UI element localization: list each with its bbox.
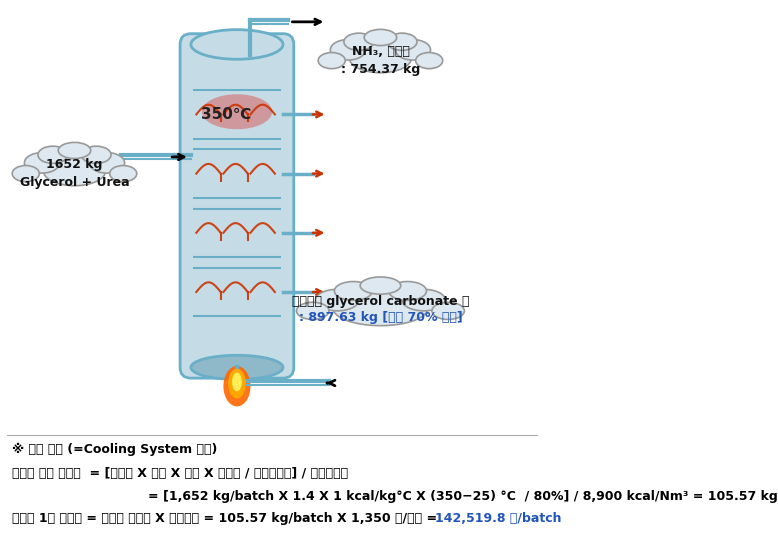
Ellipse shape	[402, 289, 446, 311]
Text: 얻어지는 glycerol carbonate 양: 얻어지는 glycerol carbonate 양	[292, 295, 469, 308]
Ellipse shape	[333, 291, 428, 326]
Ellipse shape	[12, 166, 40, 182]
Ellipse shape	[44, 156, 106, 186]
Ellipse shape	[388, 281, 426, 300]
Text: 350℃: 350℃	[201, 107, 251, 122]
Ellipse shape	[232, 373, 242, 391]
Ellipse shape	[191, 355, 283, 379]
Ellipse shape	[315, 289, 359, 311]
Ellipse shape	[415, 52, 443, 69]
Ellipse shape	[318, 52, 345, 69]
Text: NH₃, 불순물
: 754.37 kg: NH₃, 불순물 : 754.37 kg	[341, 45, 420, 76]
Ellipse shape	[349, 43, 412, 72]
Ellipse shape	[24, 153, 60, 173]
Ellipse shape	[360, 277, 401, 294]
Text: = [1,652 kg/batch X 1.4 X 1 kcal/kg°C X (350−25) °C  / 80%] / 8,900 kcal/Nm³ = 1: = [1,652 kg/batch X 1.4 X 1 kcal/kg°C X …	[148, 490, 778, 503]
Text: 142,519.8 원/batch: 142,519.8 원/batch	[435, 512, 561, 525]
Ellipse shape	[191, 30, 283, 60]
Ellipse shape	[344, 33, 373, 50]
Text: ※ 정제 비용 (=Cooling System 동일): ※ 정제 비용 (=Cooling System 동일)	[12, 443, 218, 456]
Ellipse shape	[387, 33, 417, 50]
Ellipse shape	[335, 281, 373, 300]
Ellipse shape	[296, 302, 329, 320]
Ellipse shape	[58, 142, 91, 159]
FancyBboxPatch shape	[180, 34, 294, 378]
Ellipse shape	[110, 166, 137, 182]
Text: 1652 kg
Glycerol + Urea: 1652 kg Glycerol + Urea	[19, 158, 129, 189]
Ellipse shape	[81, 146, 111, 163]
Ellipse shape	[364, 29, 397, 45]
Ellipse shape	[432, 302, 464, 320]
Ellipse shape	[38, 146, 68, 163]
Ellipse shape	[202, 94, 272, 129]
Ellipse shape	[89, 153, 124, 173]
Ellipse shape	[331, 39, 366, 60]
Text: 보일러 등유 사용량  = [승지량 X 비중 X 비열 X 온도차 / 보일러효율] / 연료발열량: 보일러 등유 사용량 = [승지량 X 비중 X 비열 X 온도차 / 보일러효…	[12, 467, 349, 480]
Ellipse shape	[228, 369, 246, 398]
Text: 에너지 1회 사용량 = 에너지 사용량 X 연료단가 = 105.57 kg/batch X 1,350 원/리터 =: 에너지 1회 사용량 = 에너지 사용량 X 연료단가 = 105.57 kg/…	[12, 512, 442, 525]
Text: : 897.63 kg [수율 70% 기준]: : 897.63 kg [수율 70% 기준]	[299, 312, 462, 325]
Ellipse shape	[395, 39, 430, 60]
Ellipse shape	[223, 366, 251, 406]
